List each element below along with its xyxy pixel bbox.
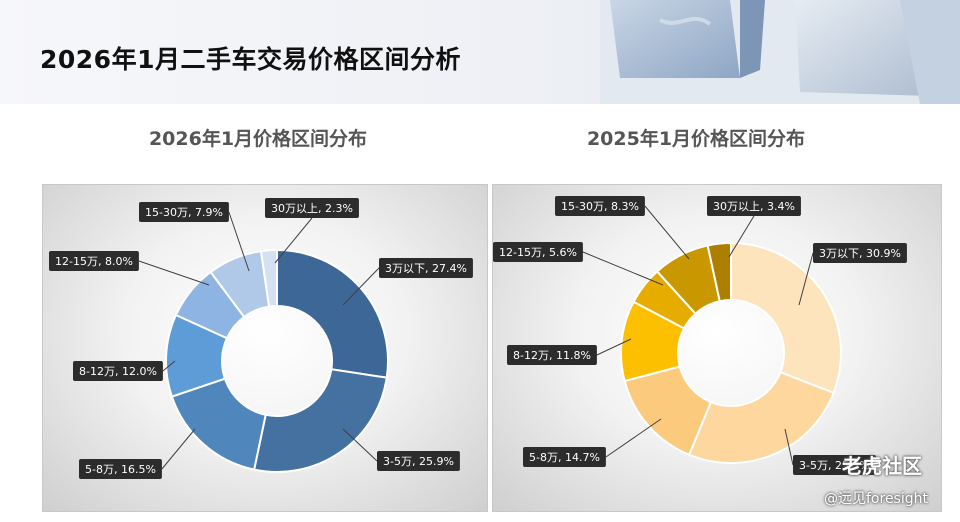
data-label-box	[555, 196, 645, 216]
data-label-text: 3万以下, 30.9%	[819, 247, 901, 260]
data-label-box	[707, 196, 801, 216]
chart-panel-2026: 3万以下, 27.4% 3-5万, 25.9% 5-8万, 16.5% 8-12万, …	[42, 184, 488, 512]
leader-line	[342, 428, 378, 462]
data-label-text: 5-8万, 14.7%	[529, 451, 600, 464]
leader-line	[728, 215, 755, 258]
data-label-box	[813, 243, 907, 263]
data-label-1: 3万以下, 27.4%	[379, 258, 473, 278]
data-label-3: 5-8万, 14.7%	[523, 447, 606, 467]
leader-line	[274, 217, 313, 264]
data-label-box	[379, 258, 473, 278]
data-label-text: 5-8万, 16.5%	[85, 463, 156, 476]
donut-slice-1	[730, 241, 842, 395]
data-label-4: 8-12万, 11.8%	[507, 345, 597, 365]
leader-line	[228, 211, 250, 272]
data-label-2: 3-5万, 25.3%	[793, 455, 876, 475]
header-banner: 2026年1月二手车交易价格区间分析	[0, 0, 960, 104]
donut-slice-7	[259, 248, 278, 308]
leader-line	[798, 252, 814, 306]
leader-line	[582, 251, 664, 286]
building-photo-decoration	[600, 0, 960, 104]
data-label-text: 3-5万, 25.3%	[799, 459, 870, 472]
donut-chart-2025: 3万以下, 30.9% 3-5万, 25.3% 5-8万, 14.7% 8-12万, …	[493, 196, 907, 475]
data-label-text: 30万以上, 2.3%	[271, 202, 353, 215]
data-label-text: 12-15万, 5.6%	[499, 246, 577, 259]
leader-line	[596, 338, 632, 356]
data-label-5: 12-15万, 5.6%	[493, 242, 583, 262]
data-label-text: 8-12万, 11.8%	[513, 349, 591, 362]
leader-line	[161, 428, 196, 470]
data-label-text: 15-30万, 8.3%	[561, 200, 639, 213]
data-label-box	[265, 198, 359, 218]
data-label-box	[139, 202, 229, 222]
data-label-box	[79, 459, 162, 479]
leader-line	[342, 267, 380, 306]
watermark-author: @远见foresight	[824, 491, 928, 507]
data-label-7: 30万以上, 3.4%	[707, 196, 801, 216]
leader-line	[644, 205, 690, 260]
data-label-3: 5-8万, 16.5%	[79, 459, 162, 479]
data-label-box	[377, 451, 460, 471]
leader-line	[138, 260, 210, 286]
donut-slice-7	[706, 241, 732, 303]
donut-slice-2	[252, 368, 388, 473]
page-title: 2026年1月二手车交易价格区间分析	[40, 45, 461, 74]
data-label-text: 30万以上, 3.4%	[713, 200, 795, 213]
data-label-2: 3-5万, 25.9%	[377, 451, 460, 471]
data-label-6: 15-30万, 8.3%	[555, 196, 645, 216]
leader-line	[605, 418, 662, 458]
data-label-box	[507, 345, 597, 365]
data-label-5: 12-15万, 8.0%	[49, 251, 139, 271]
donut-slice-1	[276, 248, 389, 379]
leader-line	[162, 360, 176, 372]
watermark-logo-text: 老虎社区	[842, 454, 922, 478]
data-label-text: 3-5万, 25.9%	[383, 455, 454, 468]
data-label-7: 30万以上, 2.3%	[265, 198, 359, 218]
data-label-4: 8-12万, 12.0%	[73, 361, 163, 381]
data-label-box	[49, 251, 139, 271]
chart-panel-2025: 3万以下, 30.9% 3-5万, 25.3% 5-8万, 14.7% 8-12万, …	[492, 184, 942, 512]
chart-title-2025: 2025年1月价格区间分布	[586, 128, 806, 150]
data-label-text: 8-12万, 12.0%	[79, 365, 157, 378]
data-label-text: 3万以下, 27.4%	[385, 262, 467, 275]
donut-slice-2	[687, 370, 835, 464]
data-label-box	[493, 242, 583, 262]
leader-line	[784, 428, 794, 466]
data-label-box	[73, 361, 163, 381]
chart-title-2026: 2026年1月价格区间分布	[148, 128, 368, 150]
data-label-text: 12-15万, 8.0%	[55, 255, 133, 268]
data-label-box	[523, 447, 606, 467]
donut-chart-2026: 3万以下, 27.4% 3-5万, 25.9% 5-8万, 16.5% 8-12万, …	[49, 198, 473, 479]
data-label-text: 15-30万, 7.9%	[145, 206, 223, 219]
data-label-6: 15-30万, 7.9%	[139, 202, 229, 222]
data-label-1: 3万以下, 30.9%	[813, 243, 907, 263]
data-label-box	[793, 455, 876, 475]
